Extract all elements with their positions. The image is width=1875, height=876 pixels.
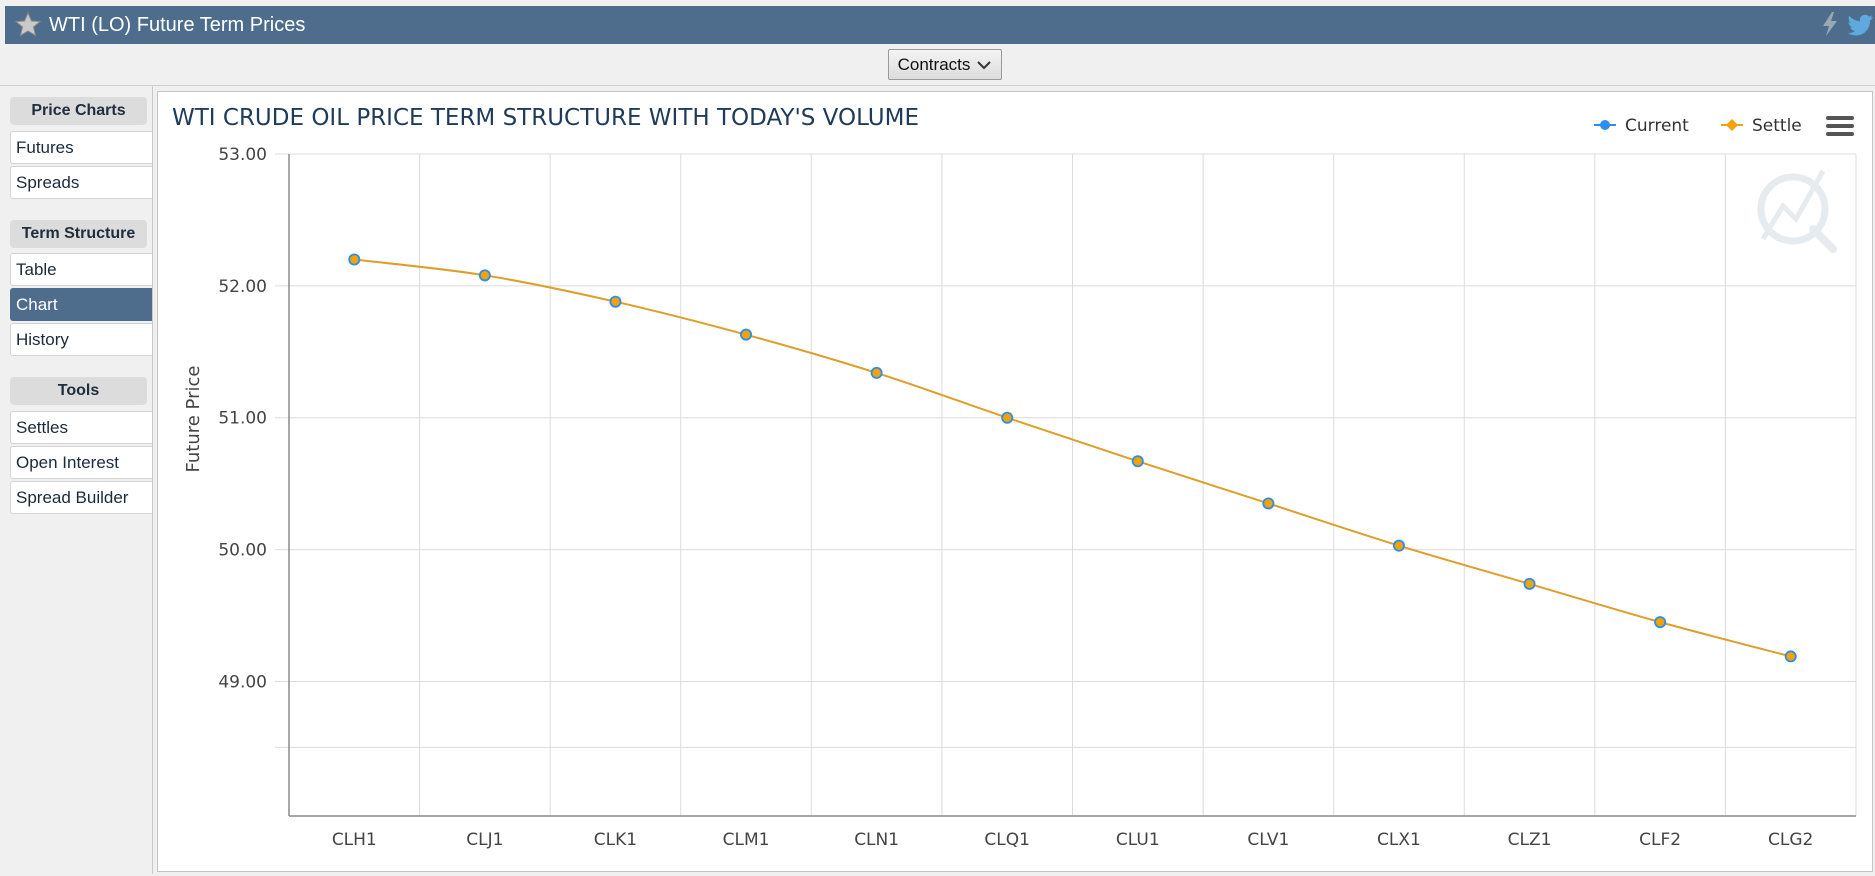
y-tick-label: 49.00 bbox=[218, 672, 267, 692]
legend-settle[interactable]: Settle bbox=[1721, 116, 1802, 136]
legend-settle-label: Settle bbox=[1752, 116, 1802, 136]
sidebar-item-spread-builder[interactable]: Spread Builder bbox=[10, 481, 152, 514]
settle-point[interactable] bbox=[480, 271, 490, 280]
legend[interactable]: Current Settle bbox=[1594, 116, 1802, 136]
x-tick-label: CLN1 bbox=[854, 830, 899, 850]
sidebar-item-chart[interactable]: Chart bbox=[10, 288, 152, 321]
settle-point[interactable] bbox=[1786, 652, 1795, 661]
y-tick-label: 51.00 bbox=[218, 409, 267, 429]
settle-point[interactable] bbox=[611, 297, 620, 306]
sidebar-item-futures[interactable]: Futures bbox=[10, 131, 152, 164]
chart-container: WTI CRUDE OIL PRICE TERM STRUCTURE WITH … bbox=[157, 91, 1873, 872]
x-tick-label: CLU1 bbox=[1116, 830, 1160, 850]
chart-svg: WTI CRUDE OIL PRICE TERM STRUCTURE WITH … bbox=[172, 105, 1857, 850]
y-tick-label: 53.00 bbox=[218, 145, 267, 165]
twitter-icon[interactable] bbox=[1847, 11, 1873, 37]
settle-point[interactable] bbox=[872, 368, 881, 378]
settle-point[interactable] bbox=[1394, 541, 1404, 550]
contracts-label: Contracts bbox=[897, 54, 971, 74]
legend-current-marker bbox=[1600, 120, 1610, 130]
sidebar: Price Charts Futures Spreads Term Struct… bbox=[0, 86, 152, 874]
x-tick-label: CLQ1 bbox=[984, 830, 1030, 850]
legend-current-label: Current bbox=[1625, 116, 1689, 136]
contracts-dropdown[interactable]: Contracts bbox=[888, 49, 1002, 80]
y-axis-label: Future Price bbox=[183, 366, 204, 473]
page-title: WTI (LO) Future Term Prices bbox=[49, 13, 306, 36]
settle-point[interactable] bbox=[1133, 457, 1142, 466]
app-header: WTI (LO) Future Term Prices bbox=[5, 6, 1875, 44]
settle-point[interactable] bbox=[1655, 617, 1665, 627]
settle-series-line bbox=[354, 258, 1791, 658]
x-tick-label: CLH1 bbox=[332, 830, 377, 850]
sidebar-item-table[interactable]: Table bbox=[10, 253, 152, 286]
sidebar-item-spreads[interactable]: Spreads bbox=[10, 166, 152, 199]
x-tick-label: CLJ1 bbox=[466, 830, 503, 850]
x-tick-label: CLV1 bbox=[1247, 830, 1289, 850]
section-term-structure: Term Structure bbox=[10, 220, 147, 248]
series-markers bbox=[348, 253, 1797, 663]
x-tick-label: CLM1 bbox=[723, 830, 770, 850]
settle-point[interactable] bbox=[1003, 413, 1012, 422]
y-axis-labels: 49.00 50.00 51.00 52.00 53.00 bbox=[218, 145, 267, 692]
sidebar-item-settles[interactable]: Settles bbox=[10, 411, 152, 444]
header-actions bbox=[1819, 11, 1873, 37]
settle-point[interactable] bbox=[1525, 579, 1534, 589]
section-tools: Tools bbox=[10, 377, 147, 405]
sidebar-item-open-interest[interactable]: Open Interest bbox=[10, 446, 152, 479]
watermark-logo-icon bbox=[1757, 169, 1837, 253]
chart-menu-icon[interactable] bbox=[1826, 116, 1854, 136]
lightning-icon[interactable] bbox=[1819, 11, 1841, 37]
chevron-down-icon bbox=[977, 60, 992, 69]
x-tick-label: CLF2 bbox=[1639, 830, 1681, 850]
x-tick-label: CLX1 bbox=[1377, 830, 1421, 850]
toolbar: Contracts bbox=[0, 44, 1875, 86]
x-tick-label: CLZ1 bbox=[1508, 830, 1552, 850]
y-tick-label: 50.00 bbox=[218, 541, 267, 561]
legend-settle-marker bbox=[1726, 119, 1738, 131]
chart-title: WTI CRUDE OIL PRICE TERM STRUCTURE WITH … bbox=[172, 105, 919, 131]
settle-point[interactable] bbox=[350, 255, 359, 264]
x-axis-labels: CLH1 CLJ1 CLK1 CLM1 CLN1 CLQ1 CLU1 CLV1 CLX1 CLZ1… bbox=[332, 830, 1814, 850]
settle-point[interactable] bbox=[741, 330, 751, 339]
y-tick-label: 52.00 bbox=[218, 277, 267, 297]
sidebar-item-history[interactable]: History bbox=[10, 323, 152, 356]
x-tick-label: CLK1 bbox=[594, 830, 637, 850]
legend-current[interactable]: Current bbox=[1594, 116, 1689, 136]
section-price-charts: Price Charts bbox=[10, 97, 147, 125]
plot-grid bbox=[275, 153, 1857, 817]
settle-point[interactable] bbox=[1264, 499, 1273, 508]
x-tick-label: CLG2 bbox=[1768, 830, 1813, 850]
favorite-star-icon[interactable] bbox=[11, 8, 45, 42]
